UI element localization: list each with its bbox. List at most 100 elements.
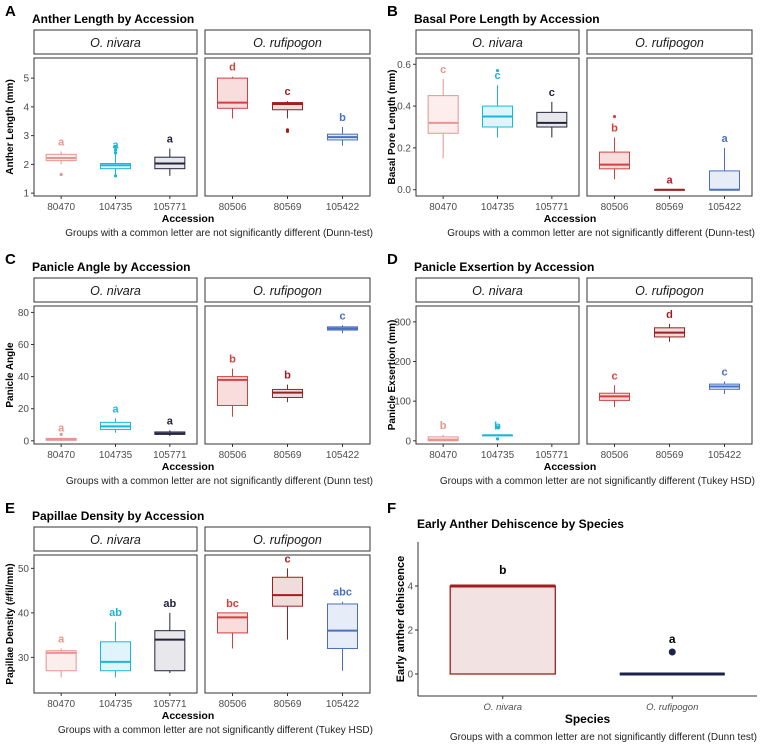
x-tick-label: O. nivara — [483, 702, 522, 713]
significance-letter: c — [721, 366, 727, 378]
significance-letter: d — [229, 62, 236, 74]
box-group-80506 — [599, 385, 630, 408]
y-tick-label: 40 — [18, 372, 30, 383]
x-tick-label: 104735 — [481, 202, 515, 213]
caption: Groups with a common letter are not sign… — [450, 732, 757, 743]
significance-letter: a — [112, 139, 119, 151]
box-group-species — [449, 584, 556, 675]
x-tick-label: 80470 — [429, 202, 457, 213]
x-tick-label: 105771 — [153, 699, 187, 710]
box-group-104735 — [100, 145, 131, 178]
significance-letter: a — [666, 175, 673, 187]
outlier-point — [113, 148, 118, 152]
x-axis-title: Accession — [544, 461, 597, 473]
significance-letter: b — [284, 370, 291, 382]
outlier-point — [285, 129, 290, 133]
caption: Groups with a common letter are not sign… — [440, 476, 755, 487]
box-group-80470 — [45, 151, 77, 177]
significance-letter: b — [229, 354, 236, 366]
x-tick-label: 80470 — [47, 699, 75, 710]
x-tick-label: 80569 — [274, 450, 302, 461]
y-tick-label: 60 — [18, 340, 30, 351]
box-group-80506 — [217, 612, 248, 649]
y-tick-label: 50 — [18, 564, 30, 575]
x-tick-label: 80569 — [656, 450, 684, 461]
box-group-80470 — [427, 434, 459, 442]
significance-letter: b — [494, 420, 501, 432]
facet-strip — [415, 277, 580, 303]
y-tick-label: 300 — [394, 317, 411, 328]
x-tick-label: 80470 — [47, 450, 75, 461]
chart-title: Papillae Density by Accession — [32, 509, 204, 523]
facet-strip — [204, 29, 371, 55]
box-iqr — [709, 170, 740, 191]
box-group-species — [619, 648, 725, 676]
x-tick-label: 105771 — [153, 450, 187, 461]
x-tick-label: 105771 — [535, 450, 569, 461]
facet-strip-label: O. rufipogon — [253, 533, 322, 547]
x-tick-label: 80470 — [47, 202, 75, 213]
x-axis-title: Species — [565, 712, 611, 726]
significance-letter: abc — [333, 587, 352, 599]
significance-letter: c — [494, 70, 500, 82]
chart-title: Basal Pore Length by Accession — [414, 12, 600, 26]
box-iqr — [327, 603, 358, 649]
x-tick-label: 105422 — [708, 202, 742, 213]
box-iqr — [272, 102, 303, 111]
significance-letter: d — [666, 309, 673, 321]
box-group-80569 — [272, 101, 303, 133]
significance-letter: a — [167, 134, 174, 146]
y-axis-title: Panicle Exsertion (mm) — [387, 320, 398, 431]
box-group-105422 — [327, 127, 358, 146]
significance-letter: a — [58, 423, 65, 435]
chart-title: Early Anther Dehiscence by Species — [417, 517, 624, 531]
outlier-point — [113, 174, 118, 178]
x-tick-label: 80506 — [219, 450, 247, 461]
significance-letter: b — [611, 122, 618, 134]
facet-strip-label: O. nivara — [90, 284, 141, 298]
facet-strip-label: O. rufipogon — [253, 36, 322, 50]
box-group-80506 — [217, 76, 248, 119]
y-tick-label: 0 — [23, 436, 29, 447]
y-tick-label: 2 — [23, 160, 29, 171]
y-tick-label: 20 — [18, 404, 30, 415]
x-tick-label: 105771 — [153, 202, 187, 213]
panel-letter: B — [387, 3, 398, 20]
significance-letter: a — [669, 632, 676, 646]
y-axis-title: Early anther dehiscence — [395, 556, 407, 683]
panel-letter: E — [5, 500, 15, 517]
box-iqr — [427, 95, 459, 134]
y-tick-label: 100 — [394, 397, 411, 408]
caption: Groups with a common letter are not sign… — [58, 725, 373, 736]
x-tick-label: 80470 — [429, 450, 457, 461]
box-group-105771 — [154, 612, 186, 673]
x-tick-label: 105422 — [326, 450, 360, 461]
significance-letter: ab — [163, 598, 176, 610]
x-tick-label: 80506 — [219, 202, 247, 213]
significance-letter: a — [58, 633, 65, 645]
outlier-point — [612, 114, 617, 119]
x-axis-title: Accession — [162, 213, 215, 225]
x-tick-label: 80569 — [274, 699, 302, 710]
outlier-point — [495, 425, 500, 429]
significance-letter: bc — [226, 598, 239, 610]
box-group-104735 — [482, 425, 513, 441]
box-group-105422 — [709, 381, 740, 395]
significance-letter: b — [499, 563, 506, 577]
y-tick-label: 0.4 — [397, 102, 411, 113]
box-group-104735 — [100, 418, 131, 433]
caption: Groups with a common letter are not sign… — [447, 228, 755, 239]
box-iqr — [536, 111, 568, 128]
facet-strip — [33, 29, 198, 55]
y-axis-title: Panicle Angle — [5, 342, 16, 408]
y-tick-label: 1 — [23, 189, 29, 200]
y-tick-label: 40 — [18, 608, 30, 619]
y-tick-label: 30 — [18, 653, 30, 664]
box-group-105771 — [536, 101, 568, 138]
box-group-80569 — [654, 323, 685, 342]
outlier-point — [113, 151, 118, 155]
chart-title: Anther Length by Accession — [32, 12, 194, 26]
box-iqr — [599, 151, 630, 170]
facet-strip — [415, 29, 580, 55]
x-tick-label: 80506 — [601, 450, 629, 461]
